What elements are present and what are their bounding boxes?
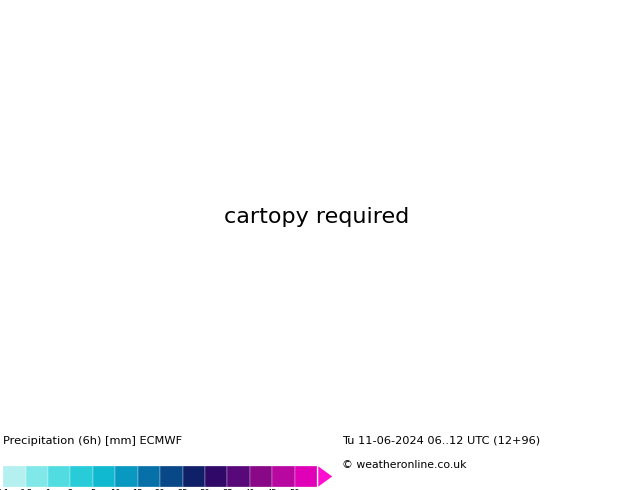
FancyArrow shape xyxy=(318,466,332,487)
Bar xyxy=(295,466,317,487)
Text: Precipitation (6h) [mm] ECMWF: Precipitation (6h) [mm] ECMWF xyxy=(3,436,183,446)
Text: cartopy required: cartopy required xyxy=(224,207,410,227)
Bar xyxy=(3,466,25,487)
Bar xyxy=(48,466,70,487)
Bar xyxy=(70,466,93,487)
Text: © weatheronline.co.uk: © weatheronline.co.uk xyxy=(342,460,467,469)
Bar xyxy=(93,466,115,487)
Bar xyxy=(25,466,48,487)
Bar xyxy=(183,466,205,487)
Bar xyxy=(138,466,160,487)
Bar xyxy=(160,466,183,487)
Bar xyxy=(272,466,295,487)
Bar xyxy=(250,466,272,487)
Bar xyxy=(205,466,228,487)
Bar xyxy=(228,466,250,487)
Text: Tu 11-06-2024 06..12 UTC (12+96): Tu 11-06-2024 06..12 UTC (12+96) xyxy=(342,436,540,446)
Bar xyxy=(115,466,138,487)
